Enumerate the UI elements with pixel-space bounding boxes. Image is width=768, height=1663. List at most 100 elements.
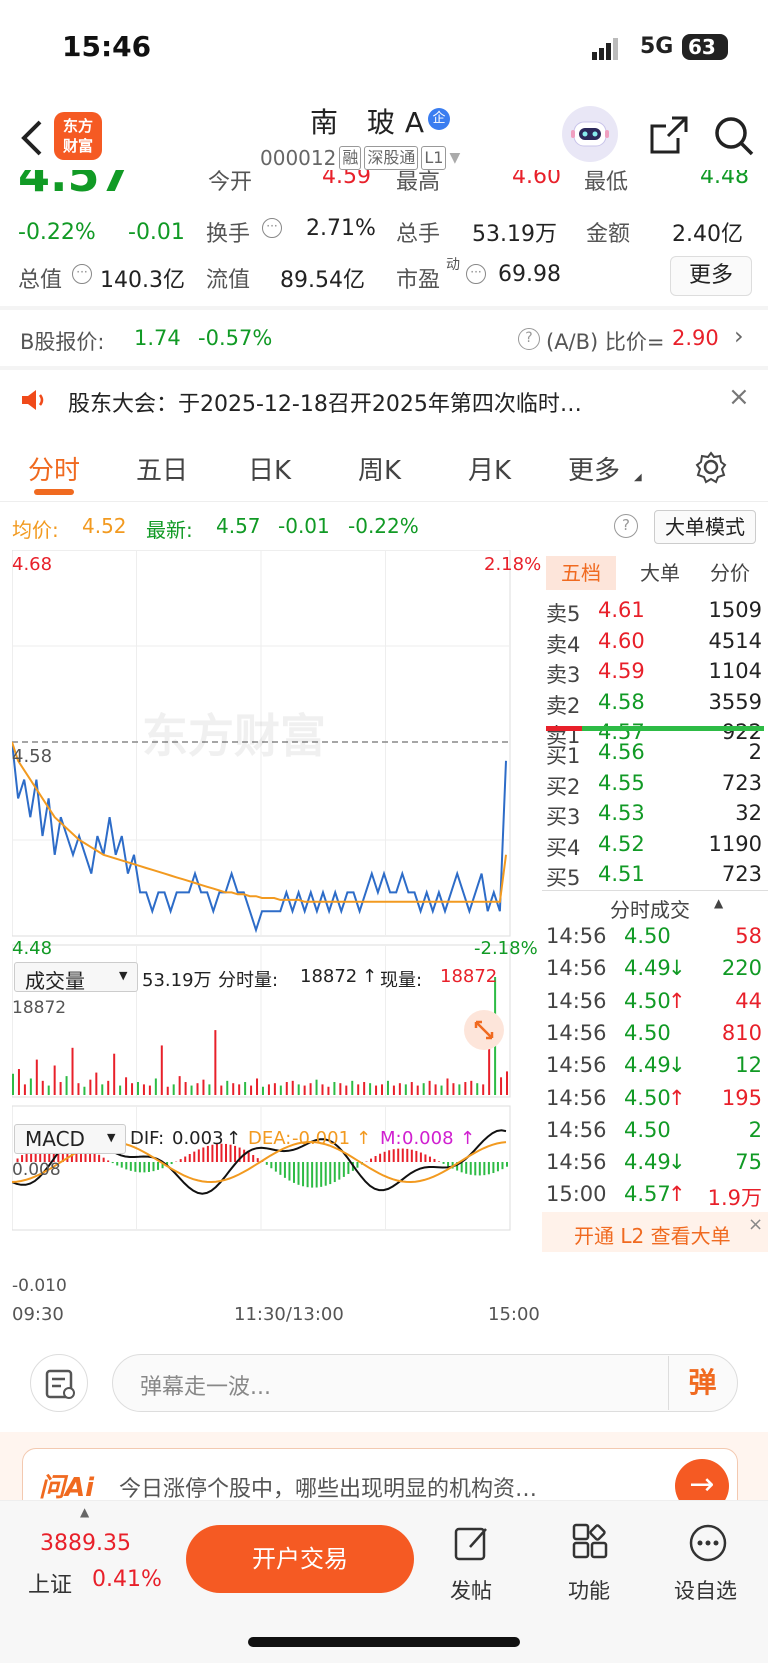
info-icon[interactable]: ···	[466, 264, 486, 284]
index-change[interactable]: 0.41%	[92, 1567, 162, 1592]
pe-value: 69.98	[498, 262, 561, 287]
bid-row[interactable]: 买2 4.55 723	[546, 770, 762, 799]
b-share-row[interactable]: B股报价: 1.74 -0.57% ? (A/B) 比价= 2.90 ›	[0, 310, 768, 366]
bid-row[interactable]: 买5 4.51 723	[546, 862, 762, 890]
bottom-nav: ▲ 3889.35 上证 0.41% 开户交易 发帖 功能 设自选	[0, 1500, 768, 1663]
arrow-up-icon: ↑	[460, 1128, 476, 1149]
divider	[0, 306, 768, 310]
tab-indicator	[34, 489, 74, 495]
macd-bar	[438, 1161, 441, 1162]
big-order-mode-button[interactable]: 大单模式	[654, 510, 756, 544]
macd-bar	[506, 1162, 508, 1167]
index-value[interactable]: 3889.35	[40, 1531, 131, 1556]
more-button[interactable]: 更多	[670, 256, 752, 296]
volume-bar	[458, 1084, 461, 1095]
ask-row[interactable]: 卖5 4.61 1509	[546, 598, 762, 626]
ai-assistant-avatar[interactable]	[562, 106, 618, 162]
volume-bar	[416, 1085, 419, 1095]
index-name[interactable]: 上证	[28, 1573, 73, 1598]
nav-function[interactable]: 功能	[568, 1579, 610, 1603]
open-label: 今开	[208, 170, 253, 195]
close-icon[interactable]: ×	[748, 1214, 764, 1235]
notice-bar[interactable]: 股东大会：于2025-12-18召开2025年第四次临时… ×	[0, 370, 768, 430]
bid-row[interactable]: 买1 4.56 2	[546, 740, 762, 768]
tab-week-k[interactable]: 周K	[358, 456, 402, 486]
speaker-icon	[22, 390, 44, 410]
tab-price-dist[interactable]: 分价	[710, 561, 750, 585]
tab-fiveday[interactable]: 五日	[136, 456, 189, 486]
macd-indicator-select[interactable]: MACD ▼	[14, 1124, 126, 1154]
grid-icon[interactable]	[570, 1523, 610, 1563]
high-value: 4.60	[512, 170, 561, 189]
status-bar: 15:46 5G 63	[0, 0, 768, 100]
nav-add-watchlist[interactable]: 设自选	[674, 1579, 737, 1603]
macd-bar	[157, 1162, 160, 1170]
volume-bar	[220, 1085, 223, 1095]
volume-bar	[476, 1083, 479, 1095]
macd-bar	[406, 1148, 409, 1162]
macd-bar	[297, 1162, 300, 1185]
danmu-toggle-icon[interactable]	[30, 1354, 88, 1412]
volume-bar	[142, 1084, 145, 1095]
turnover-label: 换手	[206, 222, 251, 247]
tab-more[interactable]: 更多	[568, 456, 621, 486]
macd-bar	[469, 1162, 472, 1175]
macd-bar	[392, 1149, 395, 1162]
info-icon[interactable]: ···	[72, 264, 92, 284]
bid-row[interactable]: 买4 4.52 1190	[546, 831, 762, 860]
turnover-value: 2.71%	[306, 216, 376, 241]
tab-month-k[interactable]: 月K	[468, 456, 512, 486]
tab-five-levels[interactable]: 五档	[546, 556, 616, 590]
help-icon[interactable]: ?	[518, 328, 540, 350]
bid-row[interactable]: 买3 4.53 32	[546, 801, 762, 829]
macd-bar	[483, 1162, 486, 1176]
expand-icon[interactable]	[464, 1010, 504, 1050]
help-icon[interactable]: ?	[614, 514, 638, 538]
volume-bar	[345, 1085, 348, 1095]
more-dots-icon[interactable]	[688, 1523, 728, 1563]
danmu-input[interactable]	[112, 1354, 738, 1412]
macd-bar	[98, 1154, 101, 1162]
macd-bar	[460, 1162, 463, 1173]
settings-icon[interactable]	[694, 450, 728, 484]
ask-row[interactable]: 卖2 4.58 3559	[546, 689, 762, 718]
fenshi-vol: 18872	[300, 966, 358, 987]
share-icon[interactable]	[648, 114, 690, 156]
macd-bar	[125, 1162, 128, 1170]
search-icon[interactable]	[712, 114, 756, 158]
tab-day-k[interactable]: 日K	[248, 456, 292, 486]
m-label: M:	[380, 1128, 402, 1149]
intraday-chart[interactable]: 4.68 4.58 4.48 2.18% -2.18% 东方财富 成交量 ▼ 5…	[11, 549, 542, 1330]
compose-icon[interactable]	[452, 1523, 492, 1563]
ask-row[interactable]: 卖3 4.59 1104	[546, 659, 762, 687]
macd-bar	[356, 1162, 359, 1168]
arrow-up-icon: ↑	[356, 1128, 372, 1149]
trade-row: 14:56 4.50 810	[546, 1020, 762, 1045]
current-price: 4.57	[18, 170, 132, 202]
back-icon[interactable]	[18, 118, 48, 158]
nav-post[interactable]: 发帖	[450, 1579, 492, 1603]
trade-row: 14:56 4.50 ↑ 195	[546, 1085, 762, 1110]
last-change: -0.01	[278, 514, 330, 538]
chevron-down-icon[interactable]: ▼	[449, 150, 461, 166]
volume-indicator-select[interactable]: 成交量 ▼	[14, 962, 138, 993]
open-account-trade-button[interactable]: 开户交易	[186, 1525, 414, 1593]
stock-code-row: 000012 融 深股通 L1 ▼	[260, 146, 460, 170]
b-share-change: -0.57%	[198, 326, 273, 350]
volume-bar	[244, 1082, 247, 1095]
close-icon[interactable]: ×	[728, 382, 750, 412]
ask-row[interactable]: 卖1 4.57 922	[546, 720, 762, 748]
open-value: 4.59	[322, 170, 371, 189]
tab-big-orders[interactable]: 大单	[640, 561, 680, 585]
macd-bar	[397, 1148, 400, 1162]
l2-upsell[interactable]: 开通 L2 查看大单 ×	[542, 1212, 768, 1252]
dif-label: DIF:	[130, 1128, 165, 1149]
mktcap-label: 总值	[18, 268, 63, 293]
amount-value: 2.40亿	[672, 222, 743, 247]
ask-row[interactable]: 卖4 4.60 4514	[546, 628, 762, 657]
danmu-send-button[interactable]: 弹	[668, 1356, 736, 1410]
tab-fenshi[interactable]: 分时	[28, 456, 81, 486]
fenshi-vol-label: 分时量:	[218, 970, 279, 991]
macd-bar	[487, 1162, 490, 1175]
info-icon[interactable]: ···	[262, 218, 282, 238]
